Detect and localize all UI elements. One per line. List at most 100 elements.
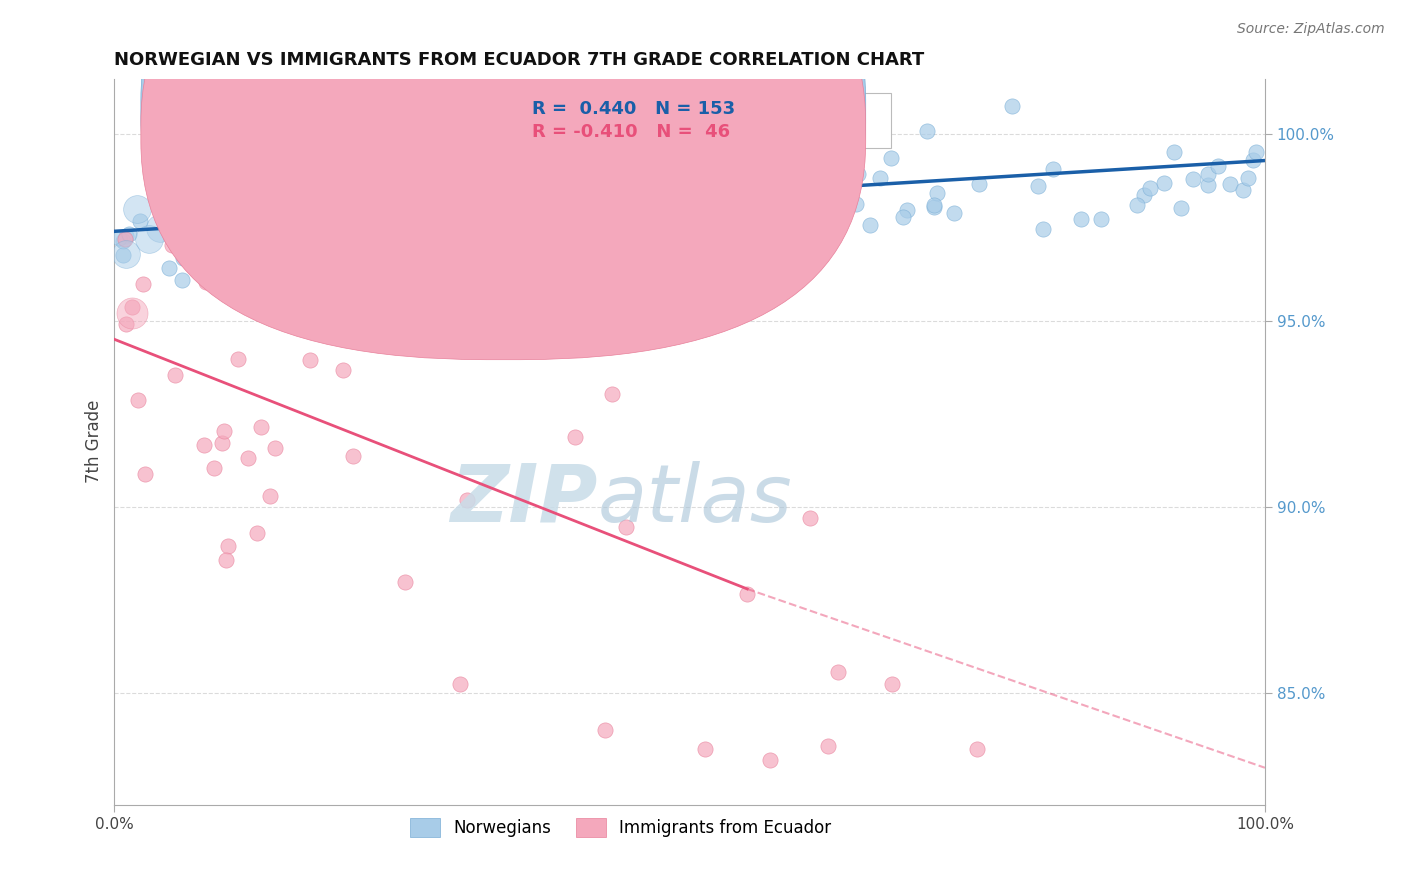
Point: [595, 723, 617, 737]
Point: [172, 272, 194, 286]
Point: [298, 353, 321, 368]
Point: [342, 242, 364, 256]
Point: [174, 224, 197, 238]
Point: [297, 200, 319, 214]
Point: [183, 238, 205, 252]
Point: [191, 211, 214, 226]
Point: [1153, 176, 1175, 190]
Point: [191, 236, 214, 251]
Point: [328, 186, 350, 200]
Point: [349, 225, 371, 239]
Point: [298, 214, 321, 228]
Point: [335, 239, 357, 253]
Point: [536, 264, 558, 278]
Point: [226, 178, 249, 193]
Point: [402, 222, 425, 236]
Point: [256, 184, 278, 198]
Point: [1032, 221, 1054, 235]
Point: [361, 203, 384, 218]
Point: [443, 185, 465, 199]
Point: [891, 210, 914, 224]
Point: [391, 208, 413, 222]
Point: [305, 323, 328, 337]
Point: [194, 275, 217, 289]
Point: [693, 742, 716, 756]
Point: [217, 279, 239, 293]
Point: [245, 214, 267, 228]
Point: [267, 223, 290, 237]
Point: [118, 227, 141, 241]
Point: [174, 232, 197, 246]
Point: [925, 186, 948, 201]
Point: [824, 169, 846, 183]
Point: [869, 171, 891, 186]
Point: [112, 234, 135, 248]
Point: [260, 255, 283, 269]
Point: [332, 363, 354, 377]
Point: [413, 253, 436, 268]
Point: [426, 238, 449, 252]
Point: [502, 182, 524, 196]
Point: [378, 208, 401, 222]
Point: [1170, 201, 1192, 215]
Point: [799, 511, 821, 525]
Point: [247, 195, 270, 210]
Point: [236, 451, 259, 466]
Point: [1139, 181, 1161, 195]
Point: [263, 198, 285, 212]
FancyBboxPatch shape: [477, 93, 891, 147]
Point: [263, 441, 285, 455]
Point: [212, 425, 235, 439]
Point: [1070, 211, 1092, 226]
Point: [121, 300, 143, 314]
Point: [382, 179, 405, 194]
Point: [710, 200, 733, 214]
Point: [427, 189, 450, 203]
Point: [238, 177, 260, 191]
Point: [127, 202, 149, 216]
Point: [394, 574, 416, 589]
Point: [257, 210, 280, 224]
Point: [1197, 167, 1219, 181]
Point: [679, 201, 702, 215]
Point: [184, 244, 207, 259]
Text: R = -0.410   N =  46: R = -0.410 N = 46: [531, 123, 730, 141]
Point: [623, 211, 645, 226]
Point: [859, 219, 882, 233]
Point: [664, 201, 686, 215]
Point: [287, 223, 309, 237]
Point: [759, 753, 782, 767]
Point: [685, 180, 707, 194]
Point: [115, 246, 138, 260]
Point: [208, 206, 231, 220]
Point: [339, 208, 361, 222]
Point: [138, 232, 160, 246]
Point: [342, 449, 364, 463]
Point: [1182, 171, 1205, 186]
Point: [1090, 212, 1112, 227]
Point: [727, 188, 749, 202]
Point: [184, 198, 207, 212]
Point: [132, 277, 155, 292]
Point: [188, 239, 211, 253]
Point: [134, 467, 156, 481]
Point: [606, 207, 628, 221]
Point: [449, 676, 471, 690]
Point: [325, 233, 347, 247]
Point: [1163, 145, 1185, 160]
FancyBboxPatch shape: [141, 0, 866, 359]
Point: [112, 248, 135, 262]
Point: [364, 220, 387, 235]
Point: [381, 208, 404, 222]
Point: [180, 235, 202, 249]
Point: [204, 219, 226, 234]
FancyBboxPatch shape: [141, 0, 866, 336]
Point: [222, 185, 245, 199]
Point: [228, 231, 250, 245]
Point: [299, 214, 322, 228]
Point: [600, 387, 623, 401]
Point: [259, 489, 281, 503]
Point: [108, 231, 131, 245]
Point: [915, 123, 938, 137]
Point: [170, 213, 193, 227]
